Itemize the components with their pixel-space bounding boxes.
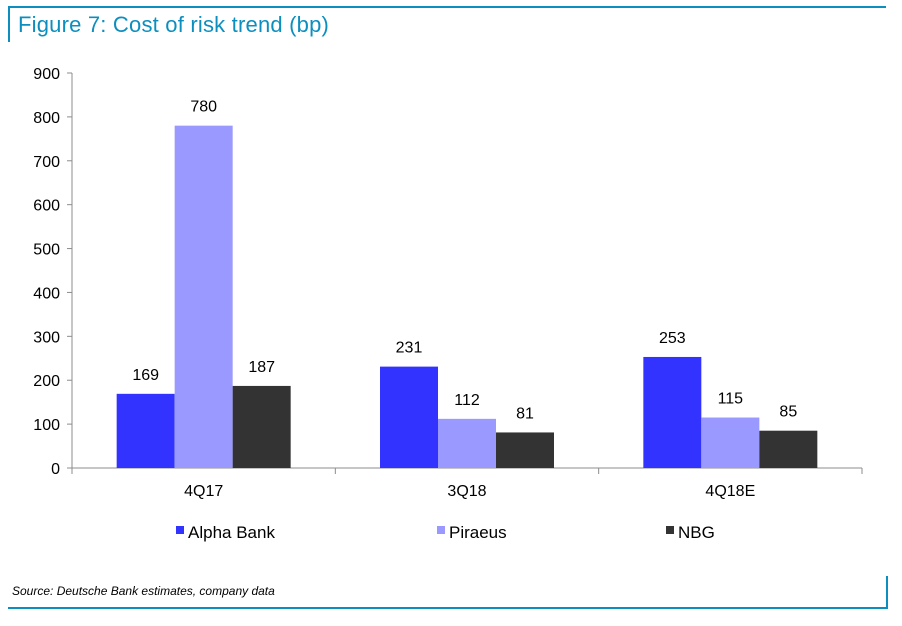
data-label: 187 <box>248 359 275 376</box>
data-label: 85 <box>779 404 797 421</box>
data-label: 169 <box>132 367 159 384</box>
bar <box>380 366 438 468</box>
y-tick-label: 700 <box>33 154 60 171</box>
source-note: Source: Deutsche Bank estimates, company… <box>12 584 275 598</box>
frame-right-rule <box>886 576 888 609</box>
legend-label: Piraeus <box>449 523 507 542</box>
x-tick-label: 3Q18 <box>447 483 486 500</box>
y-axis: 0 100 200 300 400 500 600 700 800 900 <box>33 66 73 478</box>
legend-swatch <box>176 526 184 534</box>
frame-left-rule <box>8 6 10 42</box>
x-tick-label: 4Q17 <box>184 483 223 500</box>
y-tick-label: 500 <box>33 242 60 259</box>
data-labels: 169 780 187 231 112 81 253 115 85 <box>132 99 797 423</box>
x-axis: 4Q17 3Q18 4Q18E <box>71 467 863 500</box>
bar <box>438 418 496 468</box>
y-tick-label: 100 <box>33 417 60 434</box>
y-tick-label: 600 <box>33 198 60 215</box>
data-label: 780 <box>190 99 217 116</box>
data-label: 112 <box>454 392 480 409</box>
bar <box>701 417 760 468</box>
legend-swatch <box>437 526 445 534</box>
legend-label: Alpha Bank <box>188 523 275 542</box>
bar <box>232 385 291 468</box>
y-tick-label: 300 <box>33 329 60 346</box>
frame-bottom-rule <box>8 607 888 609</box>
y-tick-label: 400 <box>33 285 60 302</box>
bar <box>496 432 554 468</box>
bar <box>759 430 818 468</box>
bar <box>116 393 175 468</box>
legend-swatch <box>666 526 674 534</box>
data-label: 115 <box>718 391 744 408</box>
data-label: 231 <box>396 340 423 357</box>
y-tick-label: 800 <box>33 110 60 127</box>
data-label: 253 <box>659 330 686 347</box>
legend: Alpha Bank Piraeus NBG <box>176 523 715 542</box>
legend-label: NBG <box>678 523 715 542</box>
x-tick-label: 4Q18E <box>705 483 755 500</box>
data-label: 81 <box>516 405 534 422</box>
frame-top-rule <box>8 6 886 8</box>
bars <box>116 125 818 469</box>
y-tick-label: 200 <box>33 373 60 390</box>
figure-title: Figure 7: Cost of risk trend (bp) <box>18 12 330 37</box>
bar <box>643 356 702 468</box>
y-tick-label: 900 <box>33 66 60 83</box>
y-tick-label: 0 <box>51 461 60 478</box>
bar <box>174 125 233 469</box>
